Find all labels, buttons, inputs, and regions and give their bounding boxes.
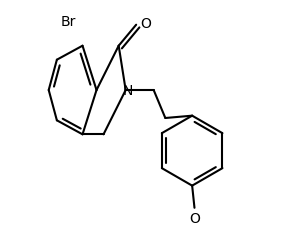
Text: O: O [189,212,200,227]
Text: N: N [122,84,133,98]
Text: O: O [140,17,151,30]
Text: Br: Br [61,15,76,29]
